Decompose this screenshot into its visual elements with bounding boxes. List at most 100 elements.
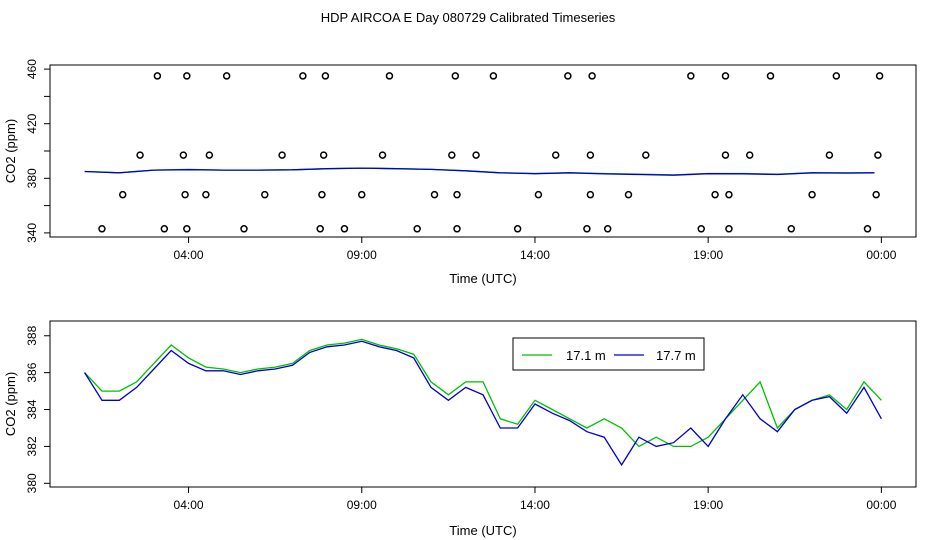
top-scatter-point: [153, 72, 162, 80]
top-x-tick-label: 19:00: [693, 248, 723, 262]
top-scatter-point: [453, 190, 461, 199]
top-scatter-point: [725, 190, 733, 199]
top-scatter-point: [489, 72, 498, 80]
top-scatter-point: [340, 225, 349, 233]
top-scatter-point: [832, 72, 841, 80]
bottom-x-axis-label: Time (UTC): [449, 523, 516, 538]
top-scatter-point: [451, 72, 460, 80]
top-scatter-point: [745, 151, 754, 159]
top-scatter-point: [98, 225, 106, 233]
top-scatter-point: [875, 72, 884, 80]
top-scatter-point: [118, 190, 127, 199]
bottom-panel: 04:00 09:00 14:00 19:00 00:00 38038238438638…: [3, 320, 917, 538]
top-scatter-point: [687, 72, 695, 80]
bottom-y-axis-label: CO2 (ppm): [3, 372, 18, 436]
top-scatter-point: [240, 225, 248, 233]
bottom-y-tick-label: 386: [25, 362, 39, 382]
top-scatter-point: [413, 225, 421, 233]
top-scatter-point: [181, 190, 189, 199]
top-scatter-point: [205, 151, 214, 159]
top-scatter-point: [564, 72, 572, 80]
top-scatter-point: [430, 190, 439, 199]
bottom-x-tick-label: 14:00: [520, 498, 550, 512]
top-x-tick-label: 09:00: [347, 248, 377, 262]
top-scatter-point: [588, 72, 596, 80]
top-scatter-point: [183, 225, 191, 233]
top-scatter-point: [202, 190, 210, 199]
top-panel: 04:00 09:00 14:00 19:00 00:00 340 380 420 460 T…: [3, 59, 917, 286]
top-scatter-point: [583, 225, 591, 233]
top-data-layer: [84, 72, 884, 233]
top-scatter-point: [711, 190, 719, 199]
bottom-x-tick-label: 00:00: [866, 498, 896, 512]
top-scatter-point: [586, 151, 595, 159]
legend: 17.1 m 17.7 m: [512, 337, 705, 371]
top-scatter-point: [222, 72, 231, 80]
top-scatter-point: [534, 190, 543, 199]
top-series-blue: [84, 167, 875, 176]
top-y-axis-label: CO2 (ppm): [3, 119, 18, 183]
top-scatter-point: [825, 151, 834, 159]
bottom-y-tick-label: 388: [25, 325, 39, 345]
bottom-x-tick-label: 09:00: [347, 498, 377, 512]
top-scatter-point: [872, 190, 880, 199]
top-scatter-point: [697, 225, 705, 233]
top-scatter-point: [385, 72, 394, 80]
top-x-axis: 04:00 09:00 14:00 19:00 00:00: [174, 236, 897, 262]
bottom-data-layer: [84, 338, 882, 467]
top-y-tick-label: 340: [25, 223, 39, 243]
top-scatter-point: [874, 151, 882, 159]
bottom-y-axis: 380 382 384 386 388: [25, 325, 50, 493]
bottom-y-tick-label: 380: [25, 473, 39, 493]
top-plot-frame: [49, 64, 917, 238]
top-scatter-point: [766, 72, 775, 80]
top-scatter-point: [358, 190, 366, 199]
top-y-tick-label: 460: [25, 59, 39, 79]
legend-label-green: 17.1 m: [566, 348, 606, 363]
top-scatter-point: [299, 72, 307, 80]
top-y-tick-label: 380: [25, 168, 39, 188]
top-scatter-point: [603, 225, 612, 233]
figure-title: HDP AIRCOA E Day 080729 Calibrated Times…: [321, 10, 616, 25]
top-y-tick-label: 420: [25, 113, 39, 133]
top-scatter-point: [808, 190, 816, 199]
top-scatter-point: [316, 225, 324, 233]
top-scatter-point: [624, 190, 633, 199]
top-x-tick-label: 00:00: [866, 248, 896, 262]
top-scatter-point: [278, 151, 286, 159]
top-scatter-point: [136, 151, 144, 159]
top-scatter-point: [160, 225, 169, 233]
top-scatter-point: [318, 190, 326, 199]
bottom-series-blue: [84, 340, 882, 467]
top-scatter-point: [863, 225, 872, 233]
top-scatter-point: [448, 151, 456, 159]
bottom-x-axis: 04:00 09:00 14:00 19:00 00:00: [174, 486, 897, 512]
top-scatter-point: [721, 72, 730, 80]
bottom-x-tick-label: 19:00: [693, 498, 723, 512]
top-scatter-point: [453, 225, 461, 233]
top-scatter-point: [787, 225, 796, 233]
legend-box: [512, 337, 705, 371]
bottom-x-tick-label: 04:00: [174, 498, 204, 512]
bottom-series-green: [84, 338, 882, 448]
bottom-y-tick-label: 382: [25, 436, 39, 456]
top-y-axis: 340 380 420 460: [25, 59, 50, 243]
top-scatter-point: [472, 151, 480, 159]
top-scatter-point: [513, 225, 522, 233]
top-scatter-point: [725, 225, 733, 233]
top-x-axis-label: Time (UTC): [449, 271, 516, 286]
top-scatter-point: [321, 72, 330, 80]
top-scatter-point: [378, 151, 387, 159]
top-x-tick-label: 14:00: [520, 248, 550, 262]
top-scatter-point: [179, 151, 188, 159]
top-scatter-point: [721, 151, 730, 159]
top-x-tick-label: 04:00: [174, 248, 204, 262]
legend-label-blue: 17.7 m: [656, 348, 696, 363]
top-scatter-point: [642, 151, 650, 159]
bottom-y-tick-label: 384: [25, 399, 39, 419]
top-scatter-point: [319, 151, 328, 159]
top-scatter-point: [261, 190, 269, 199]
bottom-plot-frame: [49, 320, 917, 488]
top-scatter-point: [586, 190, 595, 199]
